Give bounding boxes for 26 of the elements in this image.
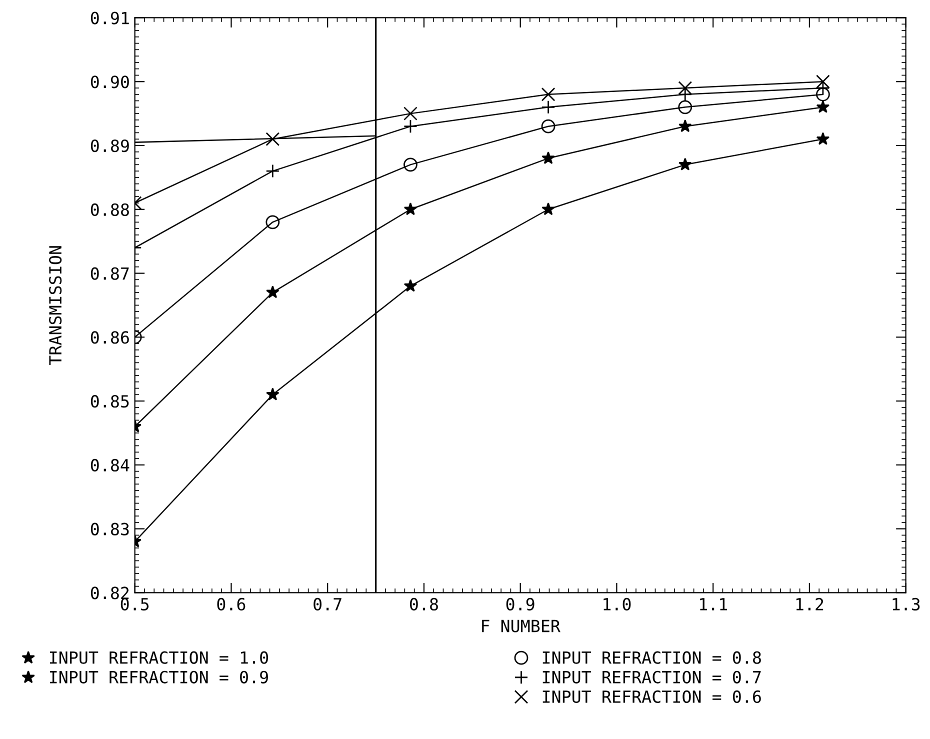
y-tick-label: 0.86 xyxy=(90,331,129,344)
legend-label: INPUT REFRACTION = 0.7 xyxy=(542,670,761,684)
y-tick-label: 0.91 xyxy=(90,12,129,24)
x-tick-label: 1.2 xyxy=(796,598,824,610)
x-tick-label: 0.7 xyxy=(314,598,342,611)
x-tick-label: 1.0 xyxy=(604,598,631,611)
y-tick-label: 0.85 xyxy=(90,395,129,408)
legend-label: INPUT REFRACTION = 0.6 xyxy=(542,690,761,703)
y-tick-label: 0.83 xyxy=(90,522,129,536)
x-axis-title: F NUMBER xyxy=(482,620,560,632)
legend-label: INPUT REFRACTION = 1.0 xyxy=(50,651,268,664)
y-tick-label: 0.87 xyxy=(90,267,129,280)
y-tick-label: 0.82 xyxy=(90,586,129,600)
y-tick-label: 0.84 xyxy=(90,458,130,472)
x-tick-label: 0.9 xyxy=(506,598,534,611)
legend-label: INPUT REFRACTION = 0.9 xyxy=(50,670,268,684)
legend-label: INPUT REFRACTION = 0.8 xyxy=(542,651,761,664)
y-tick-label: 0.89 xyxy=(90,140,129,152)
x-tick-label: 0.6 xyxy=(217,598,246,611)
x-tick-label: 0.8 xyxy=(410,598,438,611)
x-tick-label: 1.1 xyxy=(700,598,727,610)
y-tick-label: 0.90 xyxy=(90,76,129,88)
y-axis-title: TRANSMISSION xyxy=(49,246,62,366)
x-tick-label: 1.3 xyxy=(892,598,920,611)
x-tick-label: 0.5 xyxy=(120,598,149,611)
y-tick-label: 0.88 xyxy=(90,203,129,216)
